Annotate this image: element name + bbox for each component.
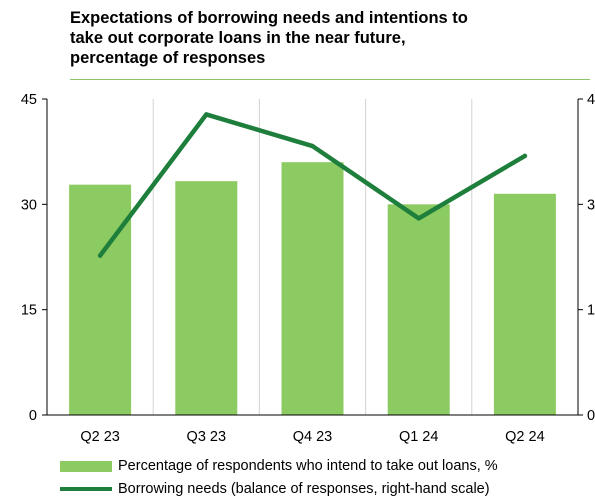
chart-plot: 0 15 30 45 0 15 30 45 Q2 23 Q3 23 Q4 23 Q1 24 Q2 24 <box>21 92 595 445</box>
bar <box>281 162 344 415</box>
chart-title-line-2: take out corporate loans in the near fut… <box>70 29 406 47</box>
line-point <box>522 153 528 159</box>
legend-swatch-line <box>60 487 112 491</box>
legend-label-bars: Percentage of respondents who intend to … <box>118 458 498 474</box>
title-divider <box>70 79 590 80</box>
x-axis-tick-label: Q2 24 <box>505 429 545 445</box>
line-point <box>204 112 209 117</box>
bar <box>69 184 132 415</box>
chart-title: Expectations of borrowing needs and inte… <box>70 8 590 68</box>
right-axis-tick-label: 30 <box>587 197 595 213</box>
chart-title-line-1: Expectations of borrowing needs and inte… <box>70 9 468 27</box>
legend-item-bars: Percentage of respondents who intend to … <box>60 458 498 474</box>
right-axis-tick-label: 0 <box>587 408 595 424</box>
x-axis-tick-label: Q2 23 <box>80 429 120 445</box>
legend-swatch-bar <box>60 460 112 472</box>
right-axis-tick-label: 15 <box>587 303 595 319</box>
x-axis-tick-label: Q3 23 <box>187 429 227 445</box>
bar <box>493 193 556 415</box>
legend-label-line: Borrowing needs (balance of responses, r… <box>118 481 490 497</box>
left-axis-tick-label: 15 <box>21 303 37 319</box>
legend-item-line: Borrowing needs (balance of responses, r… <box>60 481 490 497</box>
left-axis-tick-label: 0 <box>29 408 37 424</box>
x-axis-tick-label: Q1 24 <box>399 429 439 445</box>
left-axis-tick-label: 30 <box>21 197 37 213</box>
bar <box>387 204 450 415</box>
bar <box>175 181 238 415</box>
right-axis-tick-label: 45 <box>587 92 595 108</box>
x-axis-tick-label: Q4 23 <box>293 429 333 445</box>
line-point <box>416 216 421 221</box>
left-axis-tick-label: 45 <box>21 92 37 108</box>
chart-title-line-3: percentage of responses <box>70 49 266 67</box>
line-point <box>97 253 103 258</box>
line-point <box>310 143 315 149</box>
